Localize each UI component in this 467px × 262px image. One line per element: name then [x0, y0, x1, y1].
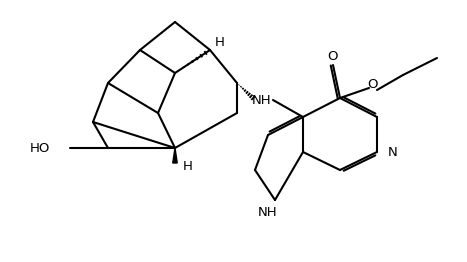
Text: NH: NH [252, 94, 272, 106]
Text: HO: HO [30, 141, 50, 155]
Text: N: N [388, 145, 398, 159]
Text: NH: NH [258, 205, 278, 219]
Text: H: H [183, 160, 193, 172]
Text: O: O [368, 78, 378, 90]
Text: H: H [215, 36, 225, 50]
Text: O: O [328, 51, 338, 63]
Polygon shape [173, 148, 177, 163]
